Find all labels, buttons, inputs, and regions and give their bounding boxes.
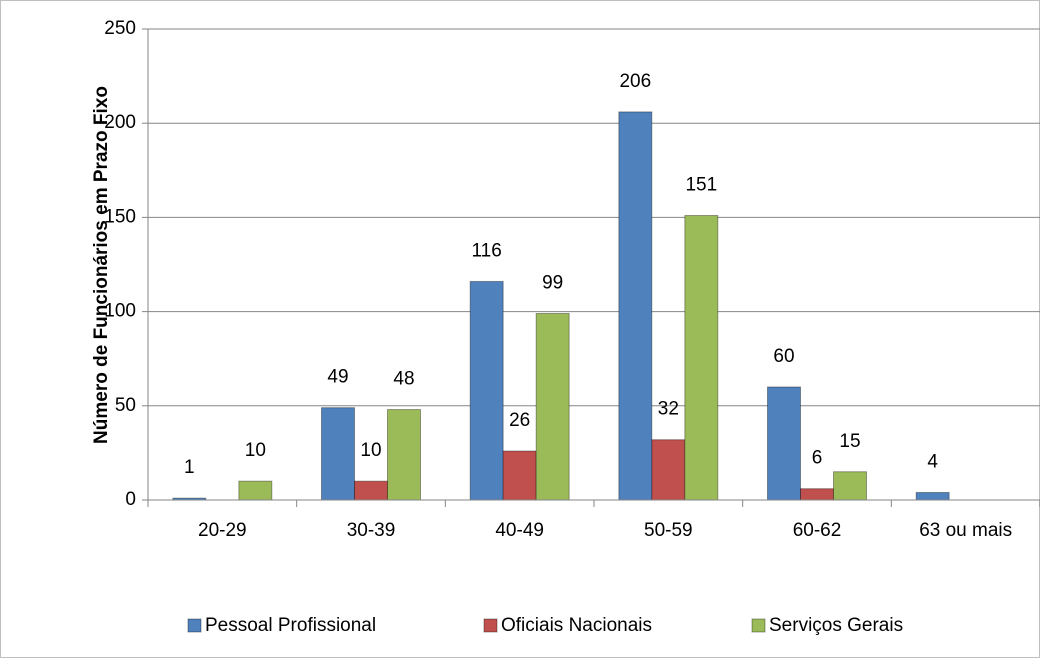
y-tick-label: 250	[104, 18, 136, 39]
bar	[800, 488, 834, 501]
legend-swatch	[751, 618, 766, 633]
value-label: 206	[619, 71, 651, 92]
value-label: 32	[658, 399, 679, 420]
x-tick-label: 20-29	[198, 520, 247, 541]
value-label: 151	[685, 175, 717, 196]
legend-swatch	[483, 618, 498, 633]
y-tick-label: 150	[104, 206, 136, 227]
bar	[833, 471, 867, 501]
legend-swatch	[187, 618, 202, 633]
y-tick-label: 100	[104, 301, 136, 322]
y-tick-label: 0	[125, 489, 136, 510]
bar	[387, 409, 421, 501]
y-tick-label: 50	[115, 395, 136, 416]
bar	[238, 480, 273, 501]
bar	[354, 480, 388, 501]
bar	[469, 280, 504, 501]
value-label: 60	[773, 346, 794, 367]
value-label: 6	[812, 448, 823, 469]
value-label: 1	[184, 457, 195, 478]
value-label: 26	[509, 410, 530, 431]
x-tick-label: 50-59	[644, 520, 693, 541]
value-label: 10	[245, 440, 266, 461]
value-label: 99	[542, 272, 563, 293]
bar	[767, 386, 801, 501]
value-label: 116	[472, 240, 502, 261]
y-tick-label: 200	[104, 112, 136, 133]
legend-label: Pessoal Profissional	[205, 615, 376, 636]
value-label: 15	[839, 431, 860, 452]
bar	[321, 407, 355, 501]
value-label: 10	[360, 440, 381, 461]
value-label: 49	[327, 367, 348, 388]
bar	[651, 439, 686, 501]
value-label: 48	[393, 369, 414, 390]
x-tick-label: 40-49	[495, 520, 544, 541]
legend-label: Oficiais Nacionais	[501, 615, 652, 636]
bar	[684, 215, 719, 501]
y-axis-title: Número de Funcionários em Prazo Fixo	[91, 86, 112, 444]
bar	[502, 450, 537, 501]
bar	[535, 312, 570, 501]
bar	[618, 111, 653, 501]
x-tick-label: 63 ou mais	[919, 520, 1012, 541]
legend-label: Serviços Gerais	[769, 615, 903, 636]
x-tick-label: 30-39	[347, 520, 396, 541]
value-label: 4	[927, 451, 938, 472]
x-tick-label: 60-62	[793, 520, 842, 541]
bar	[915, 491, 950, 501]
